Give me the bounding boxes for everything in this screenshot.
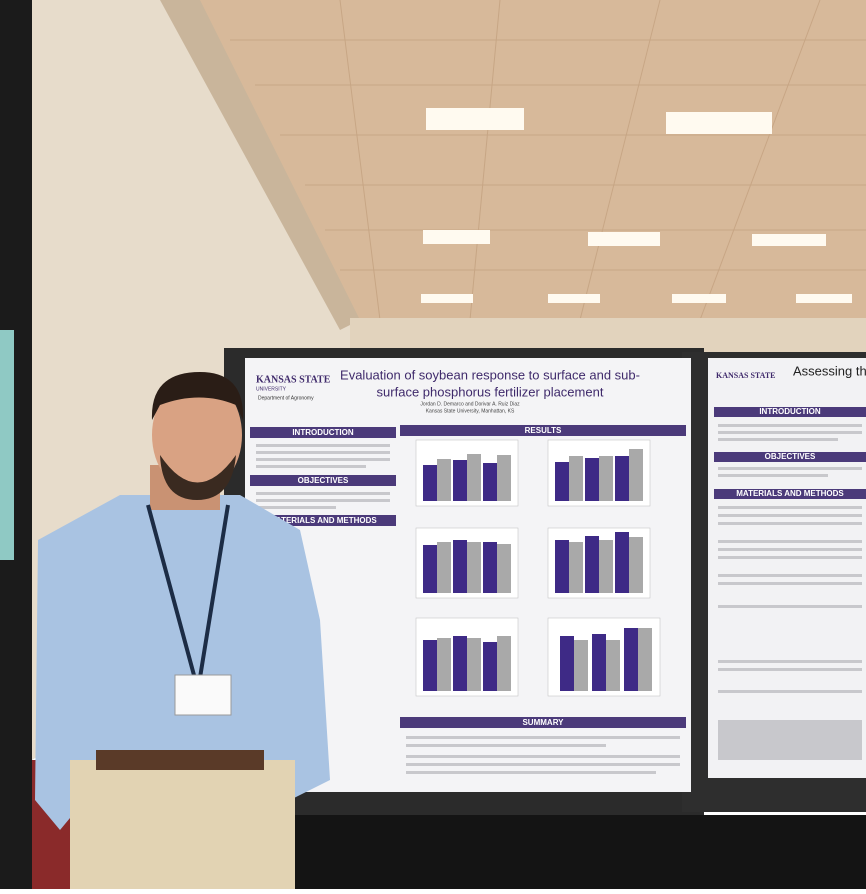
ceiling-grid — [230, 0, 866, 321]
section-bars — [250, 425, 686, 728]
poster-side — [708, 358, 866, 778]
wall-beam — [160, 0, 360, 330]
logo: KANSAS STATE — [256, 374, 331, 385]
section-header: RESULTS — [525, 426, 562, 435]
section-header: INTRODUCTION — [759, 407, 821, 416]
section-header: OBJECTIVES — [298, 476, 349, 485]
poster-title: Evaluation of soybean response to surfac… — [340, 367, 640, 382]
section-bars — [714, 407, 866, 499]
section-header: MATERIALS AND METHODS — [736, 489, 844, 498]
left-person — [0, 330, 14, 560]
section-header: OBJECTIVES — [765, 452, 816, 461]
text-lines — [256, 444, 680, 774]
ceiling-lights — [421, 108, 852, 303]
authors: Jordan D. Demarco and Dorivar A. Ruiz Di… — [420, 401, 520, 407]
logo: KANSAS STATE — [716, 371, 776, 380]
poster-title: Assessing the — [793, 363, 866, 378]
section-header: SUMMARY — [522, 718, 564, 727]
poster-title: surface phosphorus fertilizer placement — [377, 384, 604, 399]
logo-sub: UNIVERSITY — [256, 386, 287, 392]
section-header: MATERIALS AND METHODS — [269, 516, 377, 525]
section-header: INTRODUCTION — [292, 428, 354, 437]
affiliation: Kansas State University, Manhattan, KS — [426, 408, 515, 414]
table — [224, 815, 866, 889]
person — [35, 372, 330, 889]
poster-charts — [415, 439, 661, 697]
department: Department of Agronomy — [258, 395, 314, 401]
text-lines — [718, 424, 862, 760]
